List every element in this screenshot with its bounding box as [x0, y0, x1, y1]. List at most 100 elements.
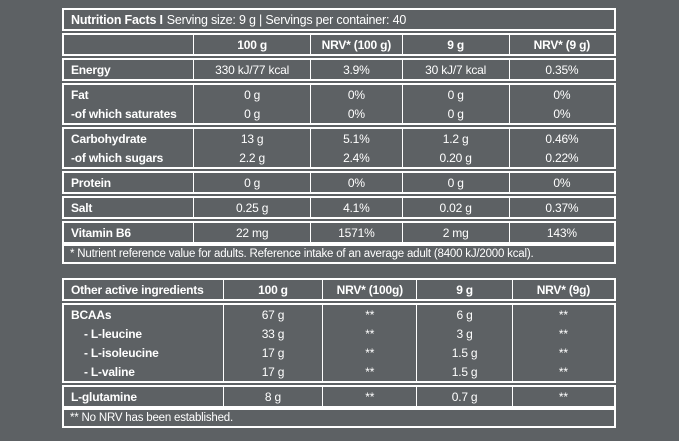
- nutrient-value: 3 g: [416, 324, 511, 343]
- nutrient-row: Vitamin B6 22 mg 1571% 2 mg 143%: [64, 223, 614, 242]
- column-header-9g: 9 g: [416, 280, 511, 299]
- nutrient-value: 0 g: [401, 104, 509, 123]
- nutrient-value: 1.5 g: [416, 362, 511, 381]
- nutrient-value: 0.22%: [508, 148, 614, 167]
- nutrient-value: **: [322, 305, 416, 324]
- column-header-100g: 100 g: [222, 280, 322, 299]
- nutrient-row: Carbohydrate 13 g 5.1% 1.2 g 0.46%: [64, 129, 614, 148]
- nutrient-row: Energy 330 kJ/77 kcal 3.9% 30 kJ/7 kcal 0.35…: [64, 60, 614, 79]
- nutrient-row: BCAAs 67 g ** 6 g **: [64, 305, 614, 324]
- nutrient-row: L-glutamine 8 g ** 0.7 g **: [64, 387, 614, 406]
- nutrient-value: 0.37%: [508, 198, 614, 217]
- nutrient-value: 0%: [310, 104, 401, 123]
- column-header-nrv-9g: NRV* (9 g): [508, 35, 614, 54]
- nutrient-value: 67 g: [222, 305, 322, 324]
- nrv-footnote: * Nutrient reference value for adults. R…: [70, 248, 534, 260]
- nutrient-value: 0 g: [401, 173, 509, 192]
- column-header-100g: 100 g: [193, 35, 310, 54]
- nutrition-column-header-block: 100 g NRV* (100 g) 9 g NRV* (9 g): [62, 33, 616, 56]
- column-header-9g: 9 g: [401, 35, 509, 54]
- nutrient-value: 22 mg: [193, 223, 310, 242]
- nutrient-row: Protein 0 g 0% 0 g 0%: [64, 173, 614, 192]
- nutrient-value: 0 g: [193, 104, 310, 123]
- nutrient-row: -of which saturates 0 g 0% 0 g 0%: [64, 104, 614, 123]
- nutrient-value: 0 g: [193, 85, 310, 104]
- nutrient-value: 0.7 g: [416, 387, 511, 406]
- nutrient-value: 0.20 g: [401, 148, 509, 167]
- nutrient-value: 17 g: [222, 343, 322, 362]
- nutrient-value: **: [322, 343, 416, 362]
- column-header-nrv-9g: NRV* (9g): [511, 280, 614, 299]
- nutrient-label: - L-valine: [84, 364, 135, 379]
- no-nrv-footnote: ** No NRV has been established.: [70, 412, 233, 424]
- nutrient-value: 3.9%: [310, 60, 401, 79]
- nutrient-label: - L-isoleucine: [84, 345, 159, 360]
- nutrient-label: - L-leucine: [84, 326, 142, 341]
- column-header-ingredients: Other active ingredients: [71, 282, 204, 297]
- column-header-nrv-100g: NRV* (100 g): [310, 35, 401, 54]
- nutrient-row: Salt 0.25 g 4.1% 0.02 g 0.37%: [64, 198, 614, 217]
- nutrient-label: -of which saturates: [71, 106, 177, 121]
- nutrient-value: 0%: [310, 173, 401, 192]
- nutrient-label: Energy: [71, 62, 111, 77]
- ingredients-column-header-block: Other active ingredients 100 g NRV* (100…: [62, 278, 616, 301]
- nutrient-label: Protein: [71, 175, 111, 190]
- nutrition-facts-table: Nutrition Facts I Serving size: 9 g | Se…: [62, 8, 616, 264]
- nutrient-value: 0.46%: [508, 129, 614, 148]
- nutrient-value: 17 g: [222, 362, 322, 381]
- row-group: Vitamin B6 22 mg 1571% 2 mg 143%: [62, 221, 616, 244]
- ingredients-row-groups: BCAAs 67 g ** 6 g ** - L-leucine 33 g ** 3 g ** - …: [62, 303, 616, 408]
- nutrient-value: 1571%: [310, 223, 401, 242]
- nutrient-value: 0%: [310, 85, 401, 104]
- row-group: Salt 0.25 g 4.1% 0.02 g 0.37%: [62, 196, 616, 219]
- nutrient-row: - L-isoleucine 17 g ** 1.5 g **: [64, 343, 614, 362]
- nutrient-value: **: [322, 362, 416, 381]
- nutrient-value: 1.5 g: [416, 343, 511, 362]
- nutrient-row: - L-leucine 33 g ** 3 g **: [64, 324, 614, 343]
- title-serving-text: Serving size: 9 g | Servings per contain…: [166, 12, 407, 27]
- ingredients-footnote-block: ** No NRV has been established.: [62, 408, 616, 428]
- nutrient-value: 0.02 g: [401, 198, 509, 217]
- row-group: Protein 0 g 0% 0 g 0%: [62, 171, 616, 194]
- nutrient-row: - L-valine 17 g ** 1.5 g **: [64, 362, 614, 381]
- nutrient-label: Fat: [71, 87, 89, 102]
- nutrient-value: 8 g: [222, 387, 322, 406]
- nutrient-value: 330 kJ/77 kcal: [193, 60, 310, 79]
- nutrient-value: **: [511, 362, 614, 381]
- nutrient-value: **: [511, 387, 614, 406]
- nutrient-value: 143%: [508, 223, 614, 242]
- nutrient-label: L-glutamine: [71, 389, 137, 404]
- nutrient-value: 2.2 g: [193, 148, 310, 167]
- nutrient-value: 33 g: [222, 324, 322, 343]
- nutrient-value: 6 g: [416, 305, 511, 324]
- other-ingredients-table: Other active ingredients 100 g NRV* (100…: [62, 278, 616, 428]
- nutrient-value: **: [322, 387, 416, 406]
- nutrient-value: 1.2 g: [401, 129, 509, 148]
- nutrient-row: -of which sugars 2.2 g 2.4% 0.20 g 0.22%: [64, 148, 614, 167]
- nutrient-value: **: [322, 324, 416, 343]
- nutrient-value: 0.25 g: [193, 198, 310, 217]
- nutrient-value: **: [511, 324, 614, 343]
- nutrient-value: 13 g: [193, 129, 310, 148]
- nutrient-value: 4.1%: [310, 198, 401, 217]
- nutrient-value: 2.4%: [310, 148, 401, 167]
- nutrient-row: Fat 0 g 0% 0 g 0%: [64, 85, 614, 104]
- nutrient-label: Vitamin B6: [71, 225, 131, 240]
- column-header-row: Other active ingredients 100 g NRV* (100…: [64, 280, 614, 299]
- row-group: BCAAs 67 g ** 6 g ** - L-leucine 33 g ** 3 g ** - …: [62, 303, 616, 383]
- row-group: L-glutamine 8 g ** 0.7 g **: [62, 385, 616, 408]
- nutrient-value: 0%: [508, 173, 614, 192]
- title-bold-text: Nutrition Facts I: [71, 12, 163, 27]
- nutrient-label: -of which sugars: [71, 150, 164, 165]
- nutrient-label: Carbohydrate: [71, 131, 147, 146]
- column-header-empty: [64, 35, 193, 54]
- nutrient-label: Salt: [71, 200, 93, 215]
- column-header-nrv-100g: NRV* (100g): [322, 280, 416, 299]
- nutrient-value: 2 mg: [401, 223, 509, 242]
- nutrient-value: 0.35%: [508, 60, 614, 79]
- nutrition-footnote-block: * Nutrient reference value for adults. R…: [62, 244, 616, 264]
- nutrition-facts-title: Nutrition Facts I Serving size: 9 g | Se…: [64, 10, 614, 29]
- nutrient-value: 0 g: [193, 173, 310, 192]
- column-header-row: 100 g NRV* (100 g) 9 g NRV* (9 g): [64, 35, 614, 54]
